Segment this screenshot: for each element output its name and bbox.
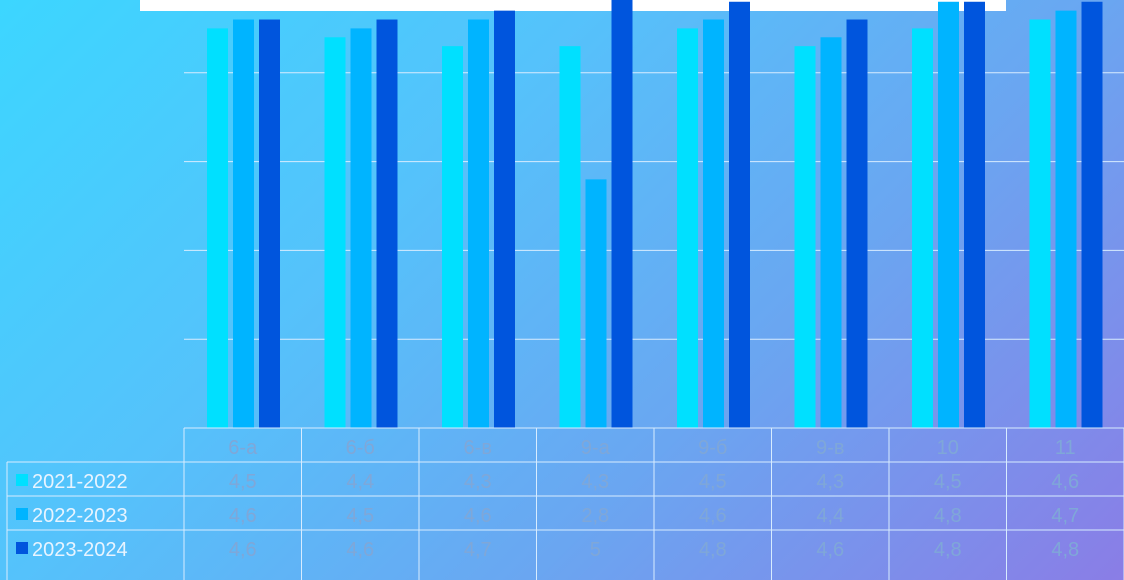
bar-2022-2023-6-в (468, 19, 489, 429)
bar-2021-2022-9-в (794, 46, 816, 428)
legend-swatch (16, 474, 28, 486)
data-label: 4,6 (1051, 471, 1079, 493)
bar-2023-2024-6-б (376, 19, 398, 429)
data-label: 4,7 (464, 539, 492, 561)
legend-swatch (16, 542, 28, 554)
data-label: 4,3 (581, 471, 609, 493)
data-label: 4,6 (346, 539, 374, 561)
data-label: 4,3 (816, 471, 844, 493)
bar-2021-2022-9-а (559, 46, 581, 428)
x-tick-label: 6-в (464, 437, 492, 459)
bar-2022-2023-10 (938, 1, 959, 428)
bar-2023-2024-6-в (494, 10, 515, 428)
bar-2022-2023-9-б (703, 19, 724, 429)
bar-2021-2022-6-в (442, 46, 463, 428)
chart-title-box (140, 0, 1006, 11)
data-label: 5 (590, 539, 601, 561)
x-tick-label: 9-а (581, 437, 611, 459)
x-tick-label: 10 (937, 437, 959, 459)
x-tick-label: 11 (1055, 437, 1076, 459)
data-label: 4,6 (229, 505, 257, 527)
data-label: 4,4 (346, 471, 374, 493)
bar-2021-2022-10 (912, 28, 933, 429)
bar-2021-2022-6-а (207, 28, 228, 429)
bar-2022-2023-6-б (350, 28, 372, 429)
bar-2022-2023-11 (1055, 10, 1077, 428)
x-tick-label: 6-б (346, 437, 375, 459)
x-tick-label: 9-б (698, 437, 727, 459)
data-label: 4,8 (934, 505, 962, 527)
legend-swatch (16, 508, 28, 520)
bar-2022-2023-6-а (233, 19, 254, 429)
data-label: 4,6 (816, 539, 844, 561)
x-tick-label: 9-в (816, 437, 844, 459)
data-label: 4,8 (699, 539, 727, 561)
bar-2023-2024-9-а (611, 0, 633, 428)
bar-2021-2022-9-б (677, 28, 698, 429)
legend-label: 2023-2024 (32, 539, 128, 561)
data-label: 4,6 (699, 505, 727, 527)
data-label: 4,6 (229, 539, 257, 561)
data-label: 4,3 (464, 471, 492, 493)
data-label: 4,5 (699, 471, 727, 493)
x-tick-label: 6-а (228, 437, 258, 459)
data-label: 4,6 (464, 505, 492, 527)
bar-2023-2024-9-в (846, 19, 868, 429)
bar-2023-2024-9-б (729, 1, 750, 428)
data-label: 4,7 (1051, 505, 1079, 527)
data-label: 4,5 (229, 471, 257, 493)
bar-2021-2022-11 (1029, 19, 1051, 429)
bar-2021-2022-6-б (324, 37, 346, 428)
bar-2022-2023-9-а (585, 179, 607, 428)
bar-2022-2023-9-в (820, 37, 842, 428)
legend-label: 2022-2023 (32, 505, 128, 527)
legend-label: 2021-2022 (32, 471, 128, 493)
data-label: 4,8 (934, 539, 962, 561)
bar-2023-2024-6-а (259, 19, 280, 429)
data-label: 2,8 (581, 505, 609, 527)
data-label: 4,5 (934, 471, 962, 493)
data-label: 4,8 (1051, 539, 1079, 561)
bar-2023-2024-11 (1081, 1, 1103, 428)
data-label: 4,4 (816, 505, 844, 527)
data-label: 4,5 (346, 505, 374, 527)
bar-2023-2024-10 (964, 1, 985, 428)
